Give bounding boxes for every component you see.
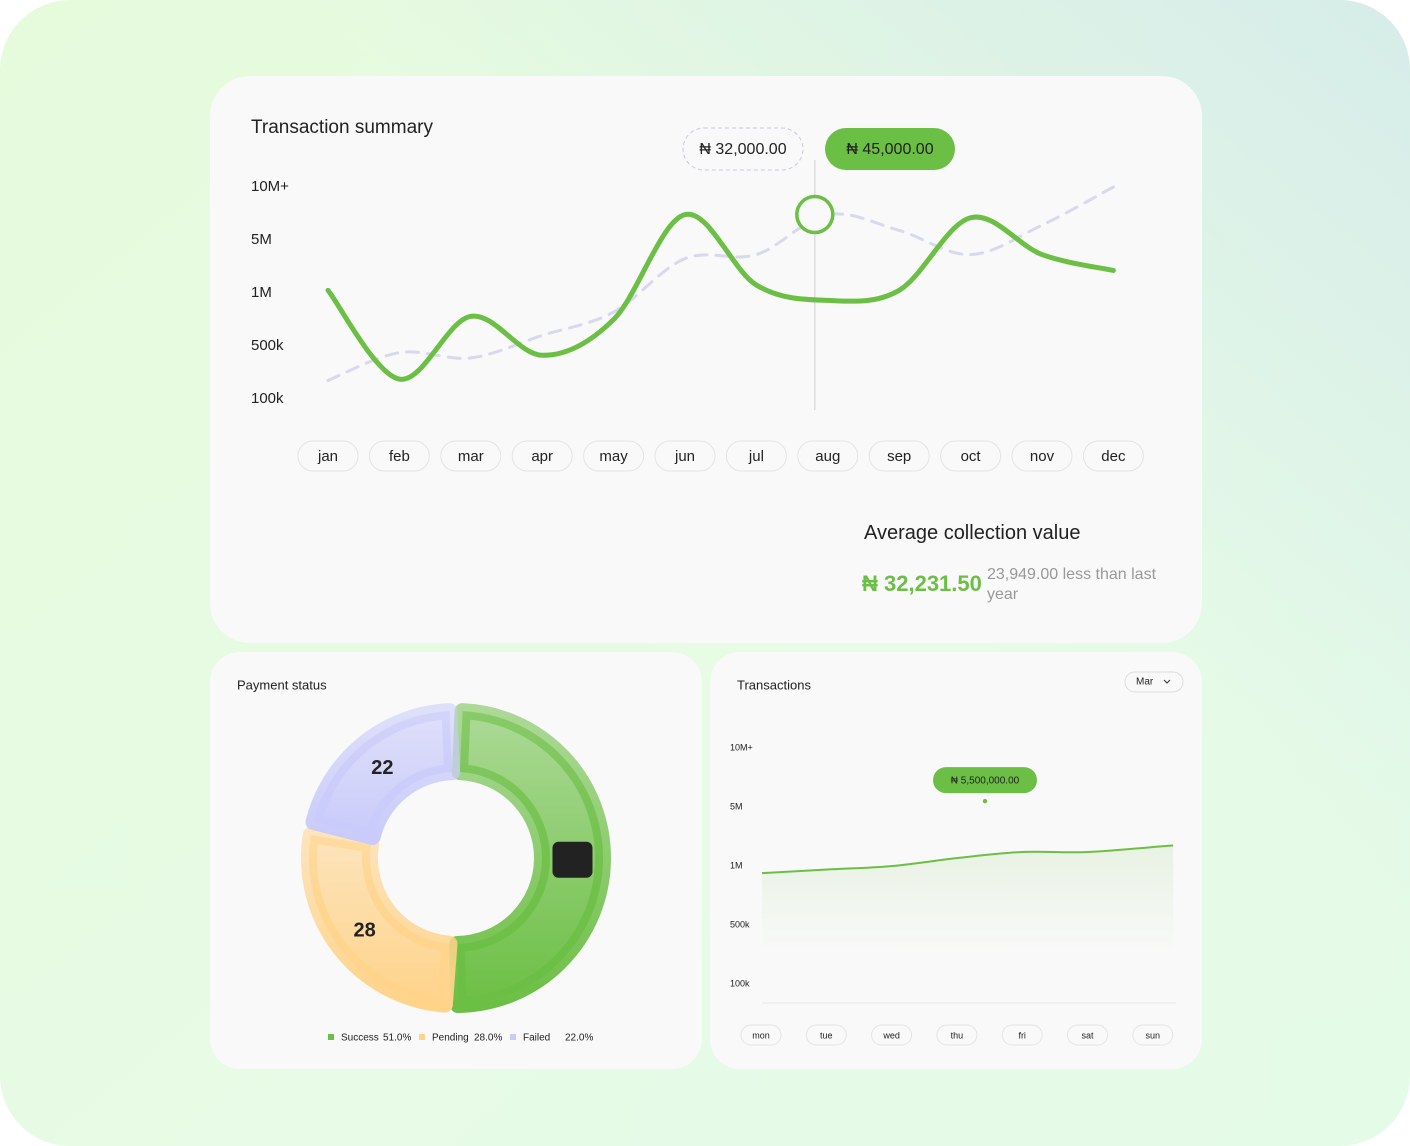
- x-tick-label: may: [599, 448, 628, 465]
- series-line: [325, 212, 1116, 382]
- x-tick-label: oct: [961, 448, 982, 465]
- tooltip-current: [825, 128, 955, 170]
- x-tick-label: jun: [674, 448, 695, 465]
- legend-swatch: [328, 1034, 334, 1040]
- summary-title: Average collection value: [864, 522, 1081, 544]
- month-pill: [297, 440, 359, 472]
- month-pill: [368, 440, 430, 472]
- month-pill: [1011, 440, 1073, 472]
- x-tick-label: sun: [1146, 1030, 1161, 1040]
- chart-title: Payment status: [237, 677, 327, 692]
- y-tick-label: 10M+: [730, 742, 753, 752]
- x-tick-label: sat: [1081, 1030, 1094, 1040]
- x-tick-label: mon: [752, 1030, 770, 1040]
- month-pill: [940, 440, 1002, 472]
- y-tick-label: 10M+: [251, 178, 289, 195]
- x-tick-label: wed: [882, 1030, 900, 1040]
- y-tick-label: 1M: [730, 860, 743, 870]
- summary-value: ₦ 32,231.50: [862, 571, 982, 596]
- dropdown-caret: [1163, 679, 1171, 684]
- month-pill: [511, 440, 573, 472]
- dropdown-label[interactable]: Mar: [1136, 677, 1154, 688]
- value-label: 22: [371, 757, 393, 779]
- x-tick-label: fri: [1018, 1030, 1026, 1040]
- month-pill: [797, 440, 859, 472]
- day-pill: [740, 1024, 782, 1046]
- legend-swatch: [419, 1034, 425, 1040]
- legend-swatch: [510, 1034, 516, 1040]
- chart-title: Transaction summary: [251, 117, 433, 138]
- tooltip-current-label: ₦ 45,000.00: [846, 141, 933, 158]
- legend-value: 28.0%: [474, 1033, 502, 1044]
- value-label: 28: [353, 920, 375, 942]
- month-pill: [725, 440, 787, 472]
- y-tick-label: 5M: [251, 231, 272, 248]
- donut-segment: [301, 826, 458, 1013]
- legend-label: Success: [341, 1033, 379, 1044]
- month-pill: [440, 440, 502, 472]
- series-line: [326, 185, 1115, 382]
- y-tick-label: 100k: [251, 390, 284, 407]
- x-tick-label: tue: [820, 1030, 833, 1040]
- series-line: [761, 844, 1174, 875]
- annotation-tooltip: [933, 767, 1037, 794]
- x-tick-label: sep: [887, 448, 911, 465]
- x-tick-label: dec: [1101, 448, 1126, 465]
- value-badge: [552, 841, 593, 878]
- y-tick-label: 500k: [251, 337, 284, 354]
- area-fill: [762, 845, 1174, 955]
- day-pill: [805, 1024, 847, 1046]
- month-pill: [868, 440, 930, 472]
- x-tick-label: apr: [531, 448, 553, 465]
- chart-title: Transactions: [737, 677, 811, 692]
- hover-point: [795, 194, 835, 235]
- x-tick-label: feb: [389, 448, 410, 465]
- x-tick-label: thu: [951, 1030, 964, 1040]
- donut-segment: [305, 703, 461, 845]
- day-pill: [1067, 1024, 1108, 1046]
- annotation-tooltip-label: ₦ 5,500,000.00: [951, 776, 1020, 787]
- x-tick-label: jul: [748, 448, 764, 465]
- legend-label: Failed: [523, 1033, 550, 1044]
- summary-card: [210, 76, 1202, 643]
- day-pill: [1001, 1024, 1043, 1046]
- day-pill: [871, 1024, 913, 1046]
- y-tick-label: 100k: [730, 978, 750, 988]
- y-tick-label: 500k: [730, 919, 750, 929]
- tooltip-previous: [682, 127, 804, 171]
- month-pill: [1082, 440, 1144, 472]
- value-label: 51: [561, 849, 583, 871]
- tooltip-previous-label: ₦ 32,000.00: [699, 141, 786, 158]
- legend-value: 51.0%: [383, 1033, 411, 1044]
- payment-card: [210, 652, 702, 1069]
- x-tick-label: nov: [1030, 448, 1055, 465]
- day-pill: [1132, 1024, 1174, 1046]
- y-tick-label: 5M: [730, 801, 743, 811]
- day-pill: [936, 1024, 978, 1046]
- month-pill: [654, 440, 716, 472]
- summary-note: 23,949.00 less than last year: [987, 566, 1157, 603]
- legend-value: 22.0%: [565, 1033, 593, 1044]
- x-tick-label: aug: [815, 448, 840, 465]
- annotation-point: [981, 797, 989, 805]
- donut-segment: [449, 703, 612, 1013]
- y-tick-label: 1M: [251, 284, 272, 301]
- month-pill: [583, 440, 645, 472]
- x-tick-label: jan: [317, 448, 338, 465]
- x-tick-label: mar: [458, 448, 484, 465]
- month-dropdown[interactable]: [1124, 671, 1184, 693]
- legend-label: Pending: [432, 1033, 469, 1044]
